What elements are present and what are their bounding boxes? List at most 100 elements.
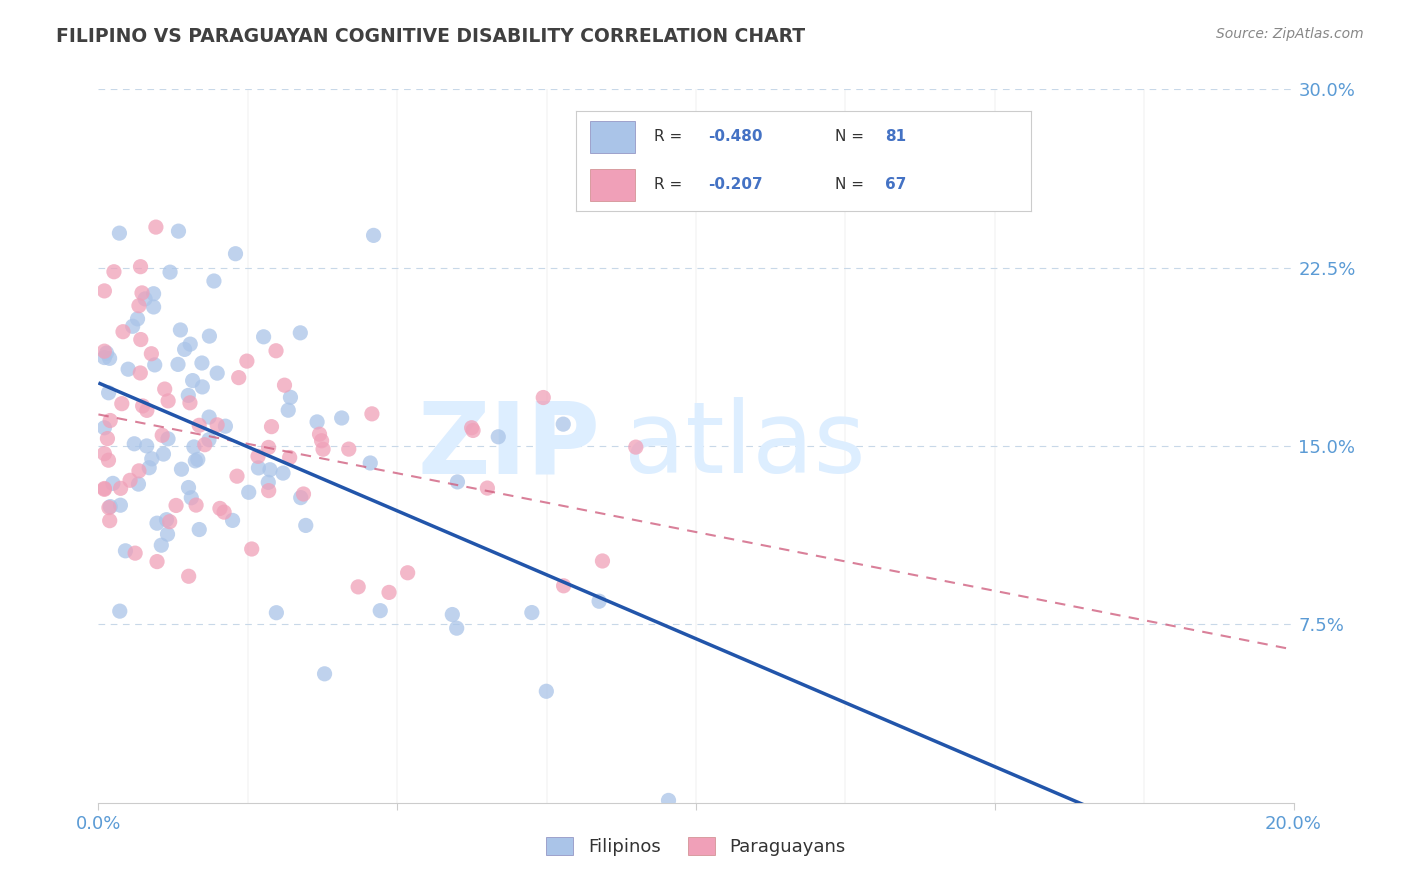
Point [152, 447, 174, 461]
Point [146, 516, 169, 531]
Point [290, 491, 312, 505]
Point [259, 463, 281, 477]
Point [221, 513, 243, 527]
Point [177, 481, 200, 495]
Point [396, 566, 419, 580]
Point [111, 397, 134, 411]
Point [138, 460, 160, 475]
Point [177, 569, 200, 583]
Point [153, 382, 176, 396]
Point [131, 285, 153, 300]
Point [93, 284, 115, 298]
Point [188, 418, 211, 433]
Point [266, 606, 288, 620]
Point [359, 456, 381, 470]
Point [314, 666, 336, 681]
Point [520, 606, 543, 620]
Point [311, 434, 333, 448]
Point [179, 396, 201, 410]
Point [461, 424, 484, 438]
Legend: Filipinos, Paraguayans: Filipinos, Paraguayans [537, 828, 855, 865]
Point [188, 523, 211, 537]
Point [129, 260, 152, 274]
Point [98, 351, 121, 366]
Point [184, 498, 207, 512]
Point [536, 684, 558, 698]
Point [134, 292, 156, 306]
Point [96, 346, 118, 360]
Point [127, 477, 149, 491]
Point [347, 580, 370, 594]
Point [128, 464, 150, 478]
Point [156, 432, 179, 446]
Point [97, 453, 120, 467]
Point [111, 325, 134, 339]
Point [363, 228, 385, 243]
Point [179, 337, 201, 351]
Point [212, 505, 235, 519]
Point [277, 403, 299, 417]
Point [202, 274, 225, 288]
Point [114, 543, 136, 558]
Point [180, 491, 202, 505]
Point [97, 385, 120, 400]
Point [337, 442, 360, 456]
Point [93, 421, 115, 435]
Point [378, 585, 401, 599]
Point [446, 475, 468, 489]
Point [124, 437, 146, 451]
Point [167, 358, 190, 372]
Point [205, 417, 228, 432]
Point [108, 604, 131, 618]
Point [273, 378, 295, 392]
Point [183, 440, 205, 454]
Point [198, 329, 221, 343]
Point [108, 226, 131, 240]
Point [157, 393, 180, 408]
Point [184, 454, 207, 468]
Point [165, 499, 187, 513]
Point [181, 374, 204, 388]
Point [591, 554, 613, 568]
Point [205, 366, 228, 380]
Point [187, 452, 209, 467]
Point [135, 403, 157, 417]
Point [330, 411, 353, 425]
Point [97, 500, 120, 515]
Point [307, 415, 329, 429]
Point [103, 265, 125, 279]
Text: ZIP: ZIP [418, 398, 600, 494]
Point [142, 300, 165, 314]
Point [238, 485, 260, 500]
Point [124, 546, 146, 560]
Point [150, 538, 173, 552]
Point [312, 442, 335, 457]
Text: atlas: atlas [624, 398, 866, 494]
Point [247, 450, 270, 464]
Point [93, 344, 115, 359]
Point [129, 333, 152, 347]
Point [93, 447, 115, 461]
Point [117, 362, 139, 376]
Point [308, 427, 330, 442]
Point [129, 366, 152, 380]
Point [208, 501, 231, 516]
Point [278, 450, 301, 465]
Point [159, 265, 181, 279]
Point [135, 439, 157, 453]
Point [260, 419, 283, 434]
Point [247, 461, 270, 475]
Point [368, 604, 391, 618]
Point [264, 343, 287, 358]
Point [657, 793, 679, 807]
Point [155, 513, 177, 527]
Point [156, 527, 179, 541]
Point [226, 469, 249, 483]
Point [236, 354, 259, 368]
Point [101, 476, 124, 491]
Point [93, 483, 115, 497]
Point [271, 466, 294, 480]
Point [142, 286, 165, 301]
Point [93, 351, 115, 365]
Point [280, 390, 302, 404]
